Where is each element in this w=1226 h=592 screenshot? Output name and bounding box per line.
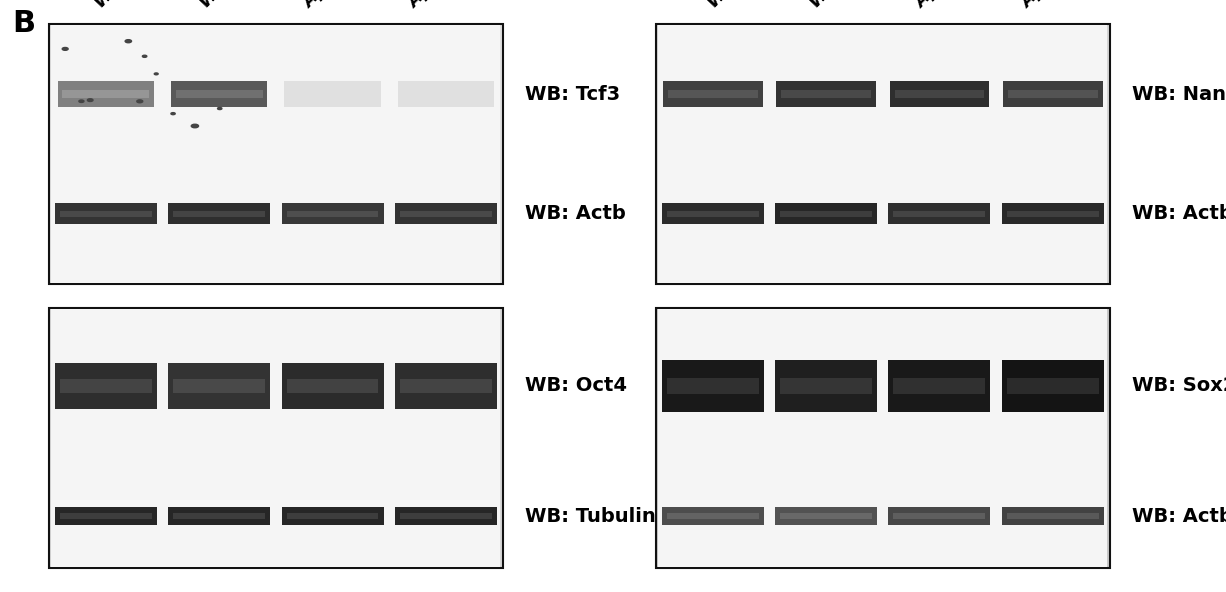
Bar [282,204,384,224]
Circle shape [125,40,131,43]
Text: B: B [12,9,36,38]
Bar [400,211,492,217]
Bar [282,507,384,525]
Bar [656,24,1110,284]
Text: WT cl 1: WT cl 1 [705,0,770,12]
Bar [781,90,870,98]
Text: WT cl 2: WT cl 2 [807,0,872,12]
Bar [60,379,152,393]
Text: WT cl 1: WT cl 1 [92,0,157,12]
Bar [889,204,991,224]
Bar [775,507,877,525]
Text: WB: Actb: WB: Actb [1132,507,1226,526]
Bar [55,204,157,224]
Bar [662,204,764,224]
Circle shape [142,55,147,57]
Text: WB: Nanog: WB: Nanog [1132,85,1226,104]
Bar [662,360,764,412]
Text: Apc NN cl 1: Apc NN cl 1 [300,0,395,12]
Bar [780,211,872,217]
Bar [400,513,492,519]
Text: Apc NN cl 2: Apc NN cl 2 [1018,0,1112,12]
Bar [667,211,759,217]
Bar [894,513,986,519]
Bar [894,211,986,217]
Bar [889,507,991,525]
Bar [1008,90,1097,98]
Bar [780,513,872,519]
Text: WB: Actb: WB: Actb [525,204,625,223]
Bar [1002,507,1103,525]
Bar [397,81,494,107]
Bar [667,378,759,394]
Bar [400,379,492,393]
Bar [168,204,270,224]
Bar [662,507,764,525]
Bar [58,81,154,107]
Bar [49,24,503,284]
Circle shape [63,47,69,50]
Bar [658,25,1107,283]
Bar [170,81,267,107]
Circle shape [87,99,93,101]
Text: Apc NN cl 1: Apc NN cl 1 [912,0,1007,12]
Bar [1003,81,1102,107]
Bar [1002,204,1103,224]
Bar [894,378,986,394]
Bar [775,204,877,224]
Text: WB: Tcf3: WB: Tcf3 [525,85,620,104]
Text: Apc NN cl 2: Apc NN cl 2 [405,0,499,12]
Bar [895,90,984,98]
Text: WB: Tubulin: WB: Tubulin [525,507,656,526]
Bar [55,362,157,410]
Bar [60,513,152,519]
Bar [284,81,381,107]
Bar [668,90,758,98]
Bar [889,360,991,412]
Circle shape [154,73,158,75]
Bar [282,362,384,410]
Circle shape [170,112,175,115]
Bar [173,211,265,217]
Bar [395,362,497,410]
Bar [1007,211,1098,217]
Bar [890,81,989,107]
Bar [49,308,503,568]
Bar [663,81,763,107]
Bar [168,362,270,410]
Bar [51,25,500,283]
Bar [395,507,497,525]
Bar [63,90,150,98]
Bar [175,90,262,98]
Text: WB: Oct4: WB: Oct4 [525,377,626,395]
Bar [780,378,872,394]
Bar [658,309,1107,567]
Bar [667,513,759,519]
Bar [287,379,379,393]
Bar [287,211,379,217]
Circle shape [191,124,199,128]
Text: WB: Actb: WB: Actb [1132,204,1226,223]
Bar [395,204,497,224]
Text: WB: Sox2: WB: Sox2 [1132,377,1226,395]
Bar [776,81,875,107]
Bar [1007,378,1098,394]
Circle shape [217,108,222,110]
Bar [775,360,877,412]
Bar [60,211,152,217]
Bar [173,513,265,519]
Circle shape [137,100,142,103]
Bar [656,308,1110,568]
Bar [1007,513,1098,519]
Bar [1002,360,1103,412]
Bar [173,379,265,393]
Bar [55,507,157,525]
Bar [51,309,500,567]
Bar [287,513,379,519]
Text: WT cl 2: WT cl 2 [196,0,261,12]
Circle shape [78,100,83,102]
Bar [168,507,270,525]
